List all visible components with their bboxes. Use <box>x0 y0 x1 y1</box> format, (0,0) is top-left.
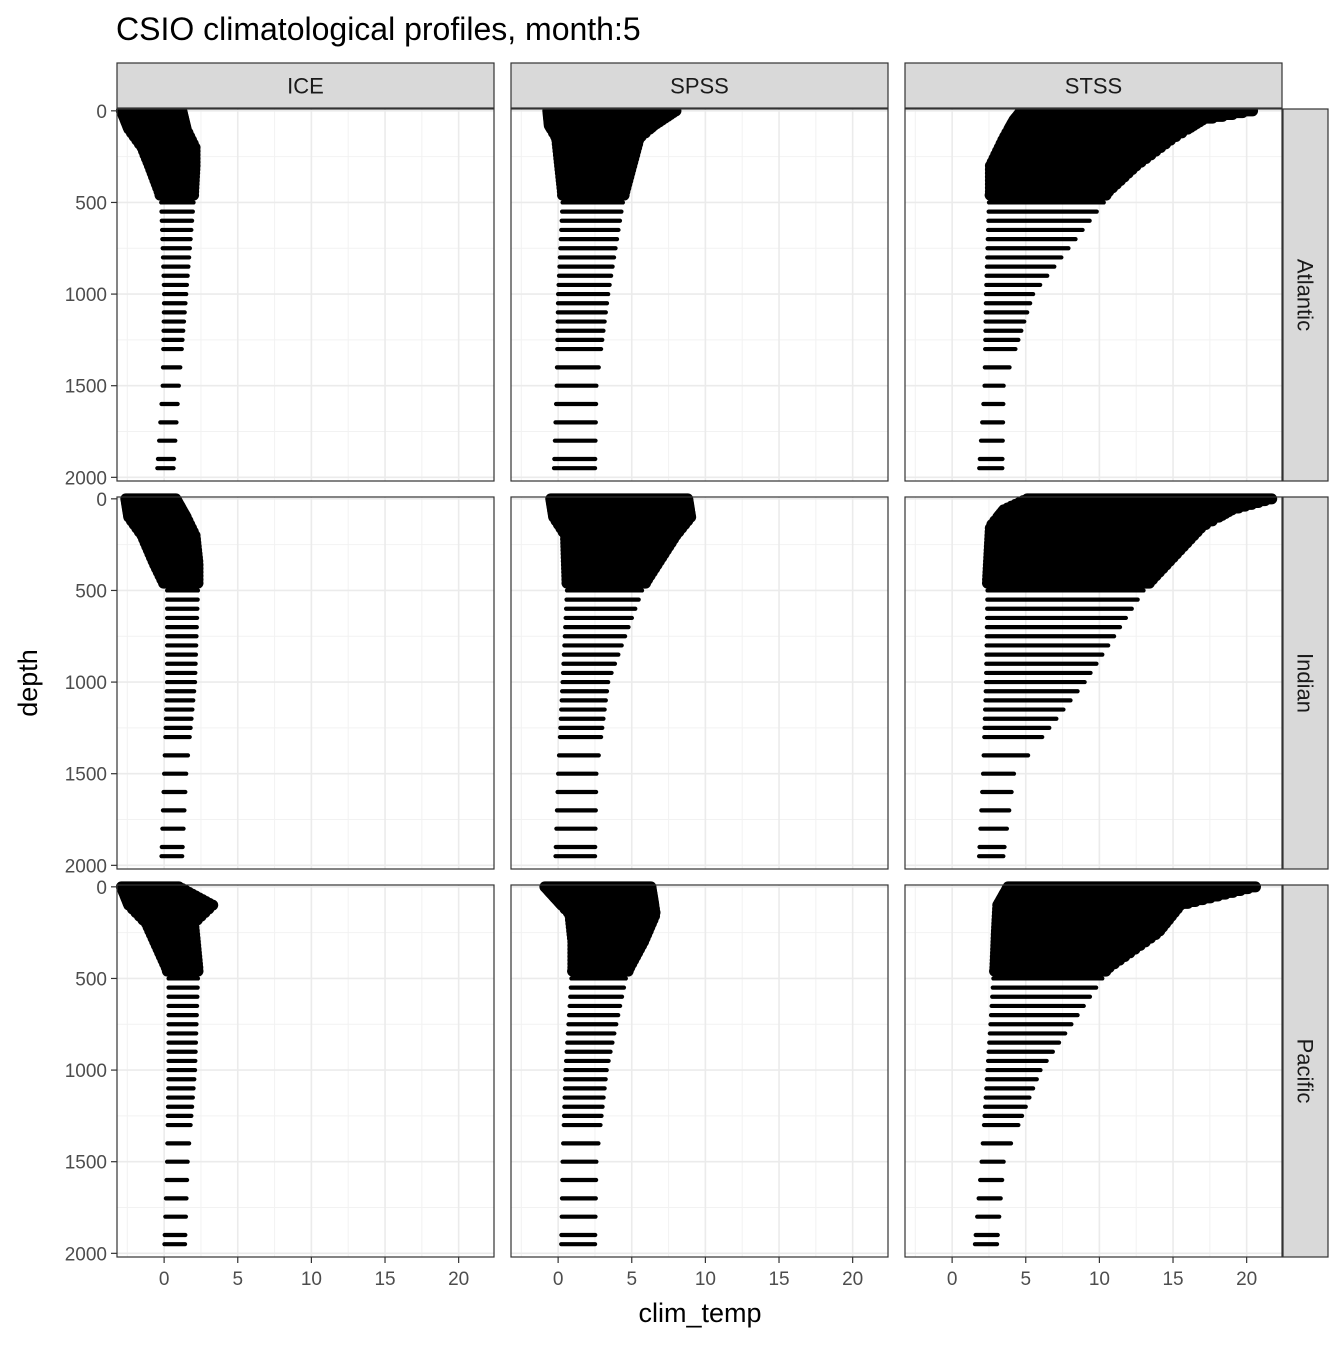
facet-strip-spss: SPSS <box>510 62 889 109</box>
strip-label-stss: STSS <box>1065 74 1122 99</box>
y-tick-label: 500 <box>75 193 107 214</box>
panel-spss-indian <box>510 493 889 870</box>
strip-background <box>116 62 495 109</box>
panel-spss-pacific: 0 5 10 15 20 <box>510 881 889 1290</box>
y-tick-label: 2000 <box>65 856 107 877</box>
facet-strip-pacific: Pacific <box>1282 884 1329 1258</box>
y-tick-label: 500 <box>75 969 107 990</box>
x-tick-label: 10 <box>301 1269 322 1290</box>
facet-strip-atlantic: Atlantic <box>1282 108 1329 482</box>
y-tick-label: 1000 <box>65 673 107 694</box>
y-tick-label: 500 <box>75 581 107 602</box>
panel-border <box>904 884 1283 1258</box>
x-tick-label: 5 <box>626 1269 637 1290</box>
y-tick-label: 0 <box>96 878 107 899</box>
y-tick-label: 2000 <box>65 468 107 489</box>
x-tick-label: 15 <box>1162 1269 1183 1290</box>
panel-spss-atlantic <box>510 105 889 482</box>
facet-strip-indian: Indian <box>1282 496 1329 870</box>
panel-stss-indian <box>904 493 1283 870</box>
y-tick-label: 1000 <box>65 285 107 306</box>
x-tick-label: 20 <box>842 1269 863 1290</box>
y-tick-label: 1000 <box>65 1061 107 1082</box>
panel-border <box>904 108 1283 482</box>
panel-border <box>116 496 495 870</box>
x-tick-label: 15 <box>374 1269 395 1290</box>
panel-stss-atlantic <box>904 105 1283 482</box>
panel-ice-indian: 0 500 1000 1500 2000 <box>65 490 495 877</box>
x-tick-label: 10 <box>695 1269 716 1290</box>
strip-label-ice: ICE <box>287 74 324 99</box>
y-tick-label: 2000 <box>65 1244 107 1265</box>
x-tick-label: 0 <box>553 1269 564 1290</box>
panel-border <box>904 496 1283 870</box>
strip-background <box>510 62 889 109</box>
x-tick-label: 5 <box>232 1269 243 1290</box>
panel-stss-pacific: 0 5 10 15 20 <box>904 881 1283 1290</box>
panel-ice-pacific: 0 500 1000 1500 2000 0 5 10 15 20 <box>65 878 495 1290</box>
y-tick-label: 1500 <box>65 1153 107 1174</box>
y-tick-label: 0 <box>96 490 107 511</box>
panel-border <box>116 884 495 1258</box>
x-tick-label: 15 <box>768 1269 789 1290</box>
y-tick-label: 1500 <box>65 377 107 398</box>
x-tick-label: 20 <box>1236 1269 1257 1290</box>
chart-title: CSIO climatological profiles, month:5 <box>116 11 641 47</box>
x-tick-label: 0 <box>159 1269 170 1290</box>
strip-background <box>1282 496 1329 870</box>
panel-border <box>510 496 889 870</box>
facet-panels: 0500100015002000050010001500200005001000… <box>65 62 1329 1290</box>
y-tick-label: 1500 <box>65 765 107 786</box>
panel-border <box>116 108 495 482</box>
panel-ice-atlantic: 0 500 1000 1500 2000 <box>65 102 495 489</box>
facet-strip-stss: STSS <box>904 62 1283 109</box>
panel-border <box>510 108 889 482</box>
y-tick-label: 0 <box>96 102 107 123</box>
facet-strip-ice: ICE <box>116 62 495 109</box>
x-axis-title: clim_temp <box>638 1298 761 1328</box>
x-tick-label: 0 <box>947 1269 958 1290</box>
y-axis-title: depth <box>13 649 43 717</box>
strip-background <box>1282 108 1329 482</box>
x-tick-label: 20 <box>448 1269 469 1290</box>
strip-label-spss: SPSS <box>670 74 729 99</box>
strip-background <box>904 62 1283 109</box>
strip-label-pacific: Pacific <box>1293 1039 1318 1104</box>
strip-label-indian: Indian <box>1293 653 1318 713</box>
strip-background <box>1282 884 1329 1258</box>
x-tick-label: 5 <box>1020 1269 1031 1290</box>
x-tick-label: 10 <box>1089 1269 1110 1290</box>
panel-border <box>510 884 889 1258</box>
strip-label-atlantic: Atlantic <box>1293 259 1318 331</box>
